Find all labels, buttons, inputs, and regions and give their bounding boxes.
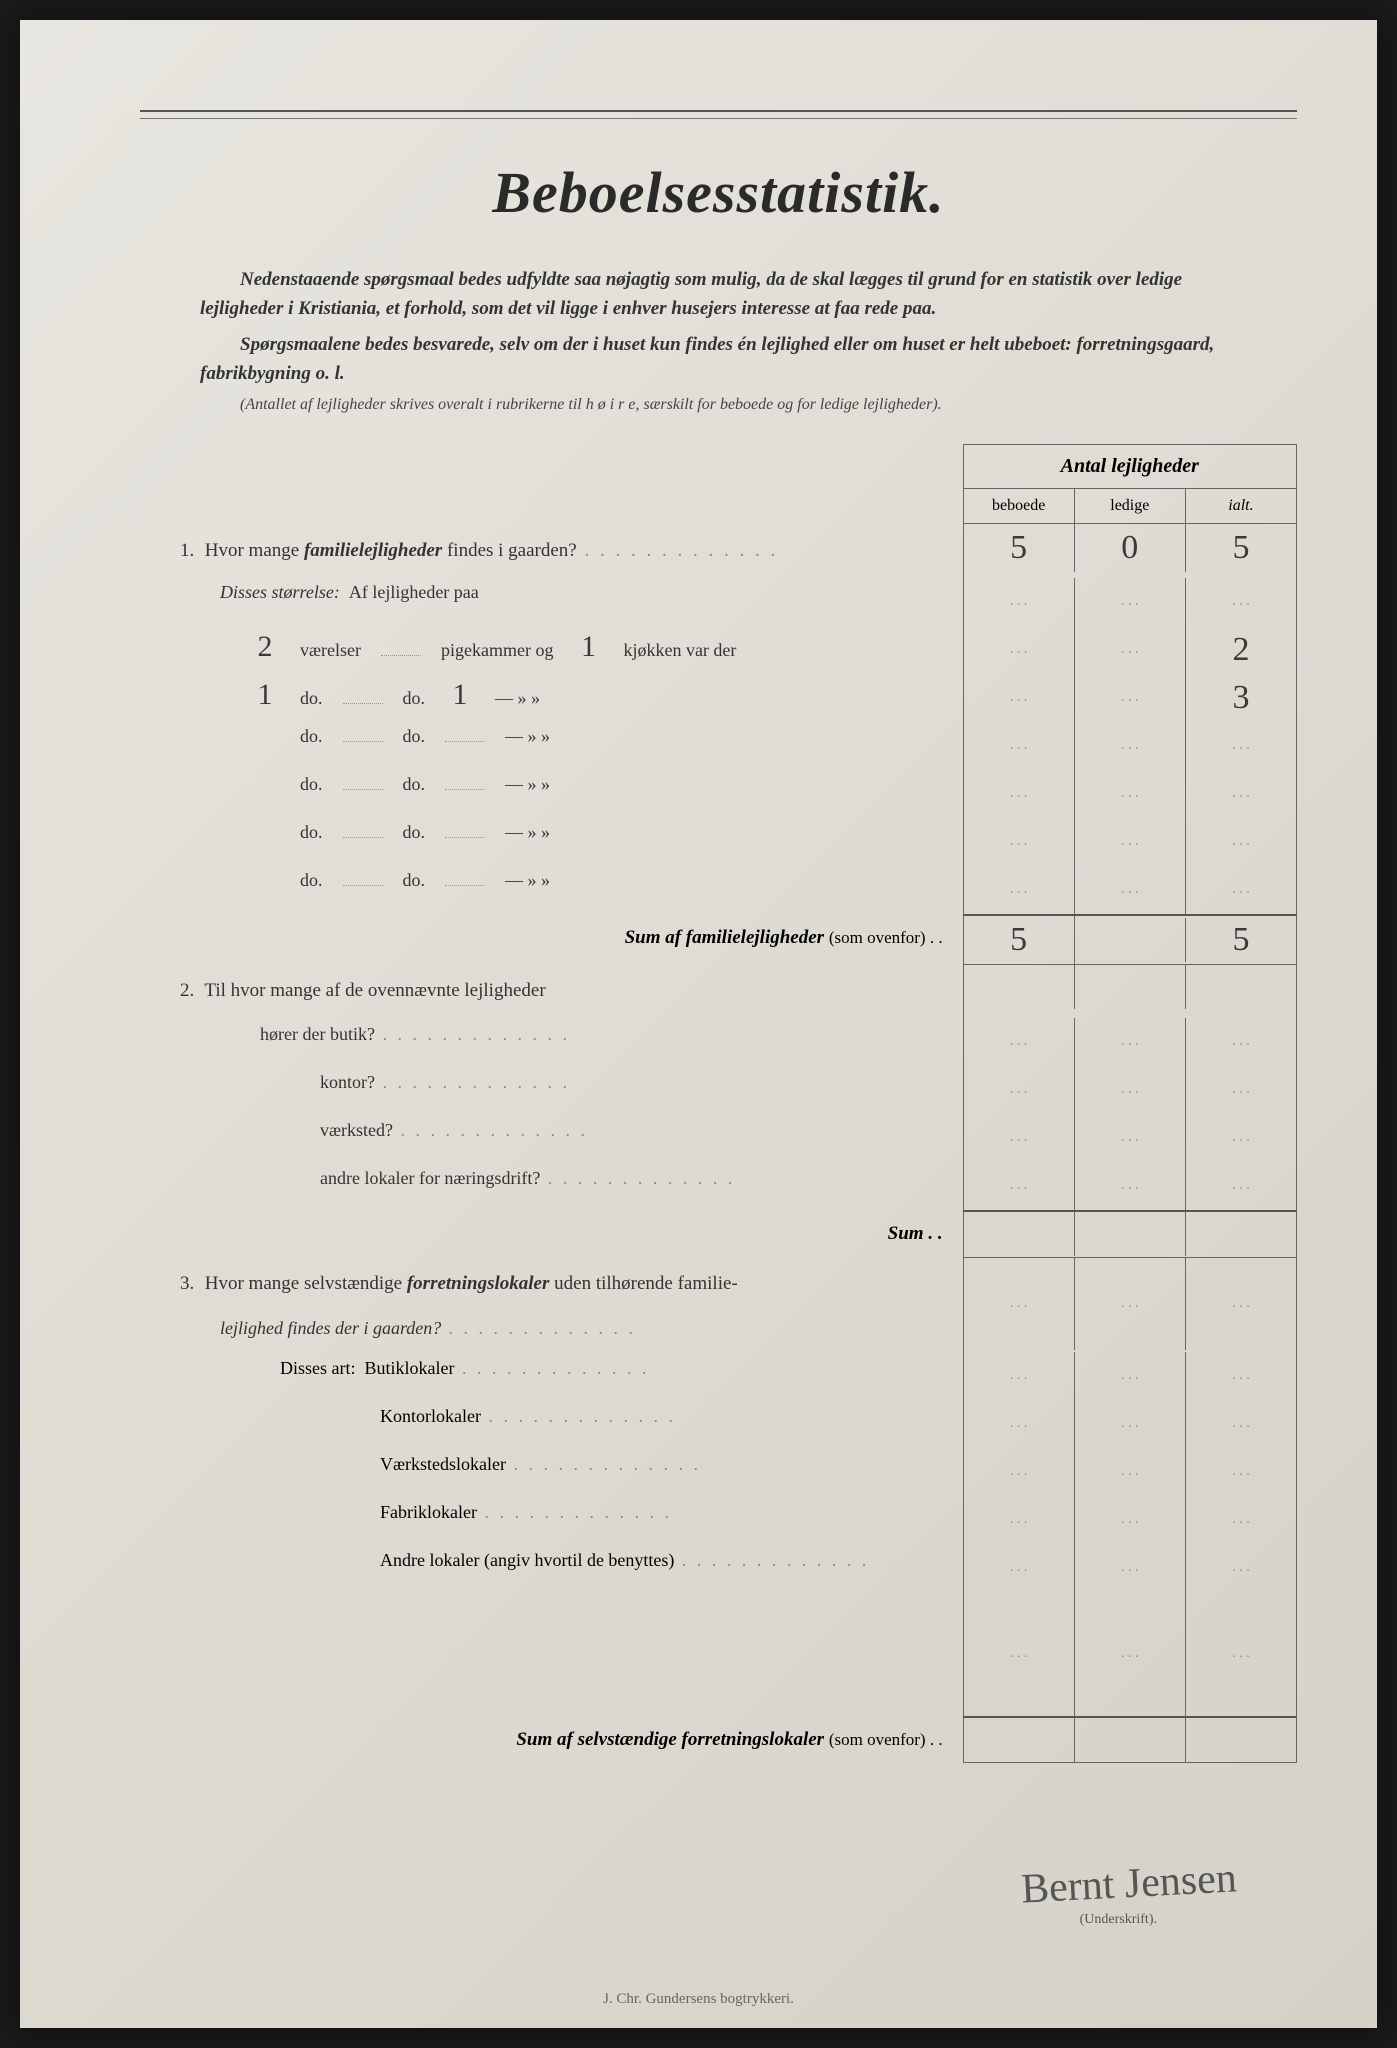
- q2-sum-label: Sum . .: [140, 1211, 963, 1257]
- q1-sum-ledige: [1075, 918, 1186, 962]
- q1-beboede: 5: [964, 524, 1075, 572]
- q3-line: Andre lokaler (angiv hvortil de benyttes…: [140, 1544, 963, 1584]
- q1-sum-label: Sum af familielejligheder (som ovenfor) …: [140, 915, 963, 961]
- room-row: do.do.— » » . . .. . .. . .: [140, 770, 1297, 818]
- size-label-line: Disses størrelse: Af lejligheder paa: [140, 578, 963, 622]
- col-ledige: ledige: [1075, 489, 1186, 523]
- document-title: Beboelsesstatistik.: [140, 159, 1297, 226]
- top-rule-thin: [140, 118, 1297, 119]
- intro-paragraph-1: Nedenstaaende spørgsmaal bedes udfyldte …: [140, 266, 1297, 323]
- statistics-table: Antal lejligheder beboede ledige ialt. 1…: [140, 444, 1297, 1763]
- q2-line: hører der butik?: [140, 1018, 963, 1058]
- q3-art-line: Disses art: Butiklokaler: [140, 1352, 963, 1392]
- printer-credit: J. Chr. Gundersens bogtrykkeri.: [603, 1991, 794, 2008]
- room-row: do.do.— » » . . .. . .. . .: [140, 722, 1297, 770]
- room-row: do.do.— » » . . .. . .. . .: [140, 818, 1297, 866]
- signature: Bernt Jensen: [1020, 1854, 1238, 1913]
- signature-label: (Underskrift).: [1080, 1912, 1157, 1928]
- q3-line: Fabriklokaler: [140, 1496, 963, 1536]
- top-rule: [140, 110, 1297, 112]
- room-row: 2 værelser pigekammer og 1 kjøkken var d…: [140, 626, 1297, 674]
- question-2: 2. Til hvor mange af de ovennævnte lejli…: [140, 964, 963, 1018]
- q2-line: værksted?: [140, 1114, 963, 1154]
- q1-sum-beboede: 5: [964, 916, 1075, 964]
- col-beboede: beboede: [964, 489, 1075, 523]
- room-row: 1 do. do. 1 — » » . . . . . . 3: [140, 674, 1297, 722]
- col-ialt: ialt.: [1186, 489, 1296, 523]
- table-header: Antal lejligheder: [964, 445, 1296, 489]
- room-row: do.do.— » » . . .. . .. . .: [140, 866, 1297, 915]
- q1-ialt: 5: [1186, 524, 1296, 572]
- question-3: 3. Hvor mange selvstændige forretningslo…: [140, 1257, 963, 1311]
- document-page: Beboelsesstatistik. Nedenstaaende spørgs…: [20, 20, 1377, 2028]
- q3-line: Kontorlokaler: [140, 1400, 963, 1440]
- q3-line: Værkstedslokaler: [140, 1448, 963, 1488]
- intro-paragraph-2: Spørgsmaalene bedes besvarede, selv om d…: [140, 331, 1297, 388]
- q2-line: andre lokaler for næringsdrift?: [140, 1162, 963, 1202]
- q1-ledige: 0: [1075, 524, 1186, 572]
- q3-sum-label: Sum af selvstændige forretningslokaler (…: [140, 1717, 963, 1763]
- intro-paragraph-3: (Antallet af lejligheder skrives overalt…: [140, 396, 1297, 414]
- q1-sum-ialt: 5: [1186, 916, 1296, 964]
- q2-line: kontor?: [140, 1066, 963, 1106]
- question-1: 1. Hvor mange familielejligheder findes …: [140, 524, 963, 578]
